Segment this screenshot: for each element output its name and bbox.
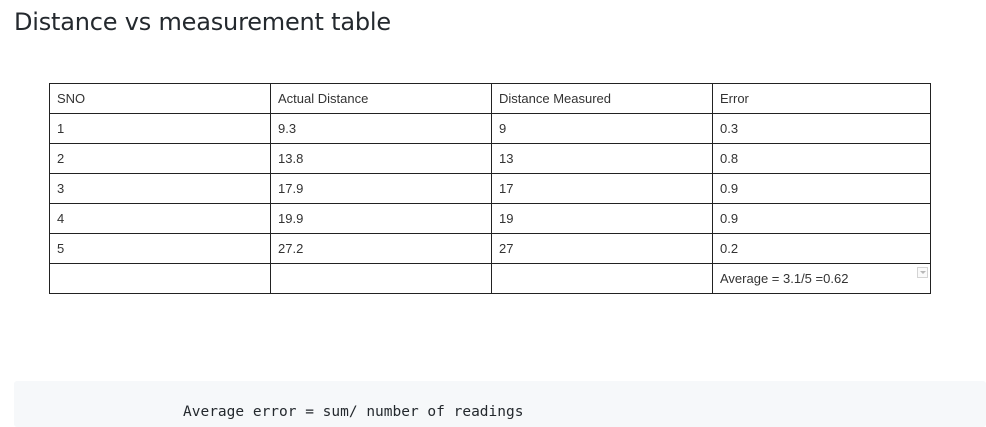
table-cell-actual-distance: 27.2 xyxy=(270,233,492,264)
table-cell-error: 0.9 xyxy=(712,173,931,204)
table-cell-empty xyxy=(49,263,271,294)
header-cell-distance-measured: Distance Measured xyxy=(491,83,713,114)
page-title: Distance vs measurement table xyxy=(14,8,391,36)
table-row: 5 27.2 27 0.2 xyxy=(49,233,931,264)
table-cell-empty xyxy=(270,263,492,294)
table-row: 1 9.3 9 0.3 xyxy=(49,113,931,144)
table-cell-error: 0.8 xyxy=(712,143,931,174)
table-cell-distance-measured: 27 xyxy=(491,233,713,264)
table-cell-distance-measured: 17 xyxy=(491,173,713,204)
table-cell-error: 0.2 xyxy=(712,233,931,264)
table-cell-sno: 1 xyxy=(49,113,271,144)
header-cell-error: Error xyxy=(712,83,931,114)
table-row-average: Average = 3.1/5 =0.62 xyxy=(49,263,931,294)
header-cell-actual-distance: Actual Distance xyxy=(270,83,492,114)
header-cell-sno: SNO xyxy=(49,83,271,114)
table-cell-distance-measured: 13 xyxy=(491,143,713,174)
table-cell-sno: 4 xyxy=(49,203,271,234)
table-row: 3 17.9 17 0.9 xyxy=(49,173,931,204)
table-cell-actual-distance: 17.9 xyxy=(270,173,492,204)
table-cell-actual-distance: 9.3 xyxy=(270,113,492,144)
table-cell-empty xyxy=(491,263,713,294)
table-header-row: SNO Actual Distance Distance Measured Er… xyxy=(49,83,931,114)
table-cell-error: 0.9 xyxy=(712,203,931,234)
table-cell-distance-measured: 9 xyxy=(491,113,713,144)
code-block: Average error = sum/ number of readings xyxy=(14,381,986,427)
table-row: 4 19.9 19 0.9 xyxy=(49,203,931,234)
table-cell-average-error[interactable]: Average = 3.1/5 =0.62 xyxy=(712,263,931,294)
table-cell-distance-measured: 19 xyxy=(491,203,713,234)
table-cell-actual-distance: 13.8 xyxy=(270,143,492,174)
table-cell-error: 0.3 xyxy=(712,113,931,144)
table-cell-sno: 2 xyxy=(49,143,271,174)
cell-dropdown-icon[interactable] xyxy=(917,267,928,278)
table-cell-sno: 3 xyxy=(49,173,271,204)
average-error-text: Average = 3.1/5 =0.62 xyxy=(720,271,849,286)
table-cell-actual-distance: 19.9 xyxy=(270,203,492,234)
table-cell-sno: 5 xyxy=(49,233,271,264)
table-row: 2 13.8 13 0.8 xyxy=(49,143,931,174)
distance-measurement-table: SNO Actual Distance Distance Measured Er… xyxy=(49,83,931,294)
code-line: Average error = sum/ number of readings xyxy=(183,404,524,420)
